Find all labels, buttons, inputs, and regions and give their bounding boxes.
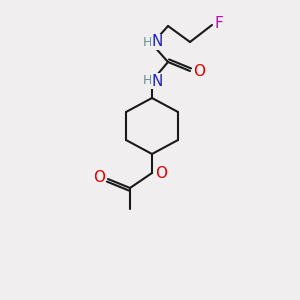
Text: O: O (93, 169, 105, 184)
Text: N: N (151, 74, 163, 88)
Text: N: N (151, 34, 163, 50)
Text: H: H (142, 35, 152, 49)
Text: O: O (155, 166, 167, 181)
Text: H: H (142, 74, 152, 88)
Text: O: O (193, 64, 205, 79)
Text: F: F (214, 16, 224, 31)
